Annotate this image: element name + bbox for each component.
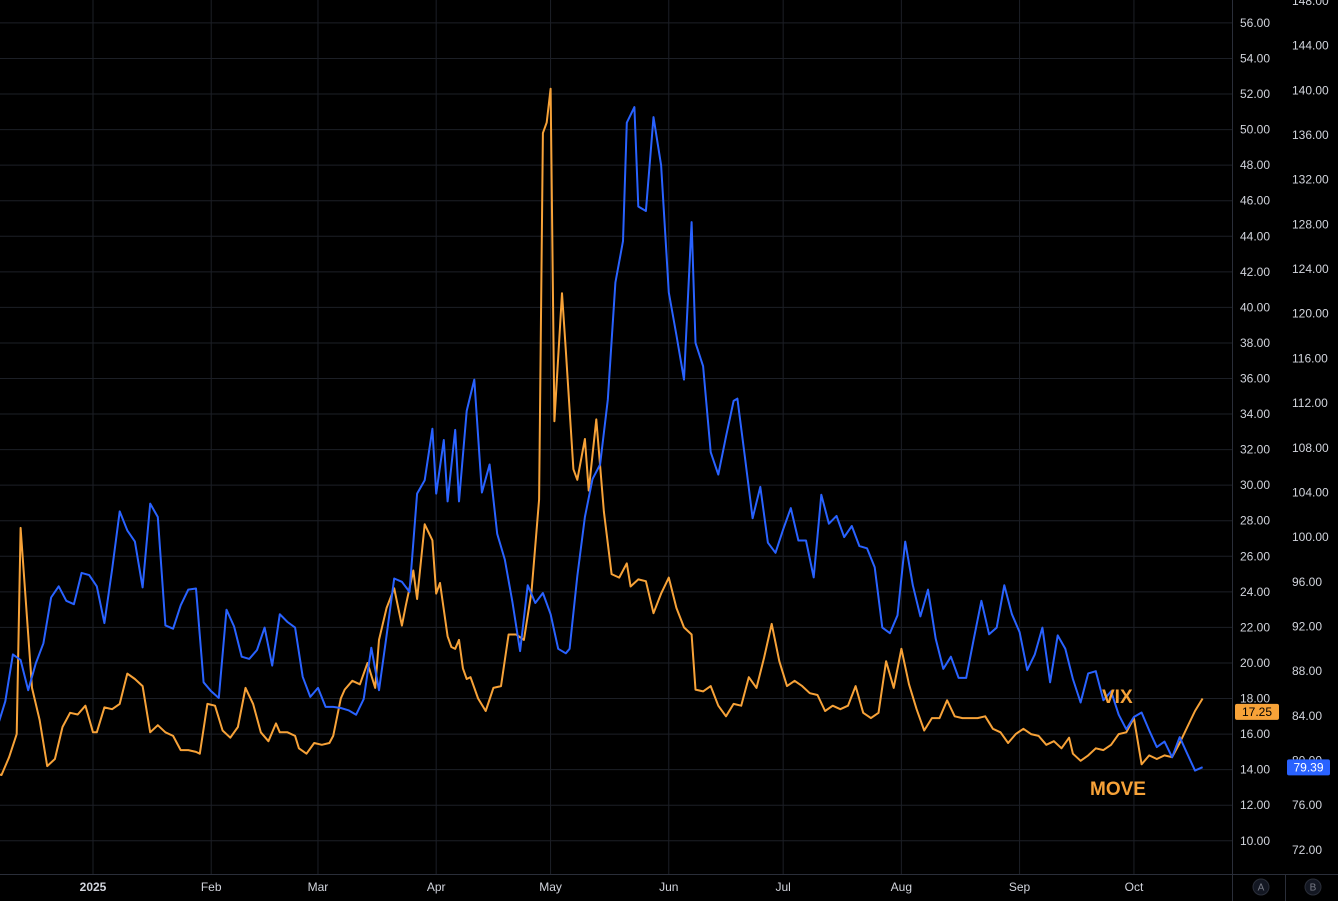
right-axis-tick: 88.00 [1292,664,1322,678]
right-axis-tick: 132.00 [1292,173,1329,187]
left-axis-tick: 56.00 [1240,16,1270,30]
last-value-badges: 17.25 79.39 [1235,703,1330,776]
left-axis-tick: 18.00 [1240,692,1270,706]
time-axis-tick: Mar [308,880,329,894]
right-axis-tick: 148.00 [1292,0,1329,8]
left-axis-tick: 22.00 [1240,620,1270,634]
left-axis-tick: 54.00 [1240,51,1270,65]
right-axis-tick: 136.00 [1292,128,1329,142]
vix-last-value-badge [1235,703,1279,720]
time-axis-tick: Sep [1009,880,1031,894]
left-axis-tick: 36.00 [1240,372,1270,386]
left-axis-tick: 52.00 [1240,87,1270,101]
right-axis-tick: 76.00 [1292,798,1322,812]
right-axis-tick: 116.00 [1292,351,1328,365]
scale-button-b-label: B [1310,883,1317,894]
vix-annotation: VIX [1102,687,1133,708]
left-axis-tick: 24.00 [1240,585,1270,599]
move-last-value-label: 79.39 [1293,760,1323,774]
right-price-axis: 72.0076.0080.0084.0088.0092.0096.00100.0… [1292,0,1329,857]
right-axis-tick: 72.00 [1292,843,1322,857]
series-line-vix [0,87,1204,776]
right-axis-tick: 128.00 [1292,217,1329,231]
move-last-value-badge [1287,759,1330,776]
time-axis-tick: Feb [201,880,222,894]
left-axis-tick: 20.00 [1240,656,1270,670]
left-axis-tick: 38.00 [1240,336,1270,350]
time-axis-tick: Apr [427,880,446,894]
left-axis-tick: 48.00 [1240,158,1270,172]
right-axis-tick: 92.00 [1292,620,1322,634]
left-axis-tick: 32.00 [1240,443,1270,457]
left-axis-tick: 16.00 [1240,727,1270,741]
right-axis-tick: 120.00 [1292,307,1329,321]
left-axis-tick: 30.00 [1240,478,1270,492]
right-axis-tick: 96.00 [1292,575,1322,589]
right-axis-tick: 108.00 [1292,441,1329,455]
left-axis-tick: 44.00 [1240,229,1270,243]
left-axis-tick: 12.00 [1240,798,1270,812]
vix-last-value-label: 17.25 [1242,705,1272,719]
left-axis-tick: 46.00 [1240,194,1270,208]
left-price-axis: 10.00 12.00 14.00 16.00 18.00 20.00 22.00 24.00… [1240,16,1270,848]
left-axis-tick: 28.00 [1240,514,1270,528]
series-line-move [0,106,1204,772]
series-lines [0,87,1204,776]
left-axis-tick: 10.00 [1240,834,1270,848]
scale-button-a[interactable]: A [1252,878,1270,896]
time-axis-tick: Oct [1125,880,1144,894]
right-axis-tick: 112.00 [1292,396,1328,410]
time-axis-tick: May [539,880,562,894]
left-axis-tick: 42.00 [1240,265,1270,279]
move-annotation: MOVE [1090,779,1146,800]
right-axis-tick: 140.00 [1292,83,1329,97]
scale-button-a-label: A [1258,883,1265,894]
left-axis-tick: 14.00 [1240,763,1270,777]
left-axis-tick: 50.00 [1240,123,1270,137]
left-axis-tick: 34.00 [1240,407,1270,421]
time-axis-tick: Aug [891,880,912,894]
right-axis-tick: 84.00 [1292,709,1322,723]
right-axis-tick: 104.00 [1292,485,1329,499]
left-axis-tick: 26.00 [1240,549,1270,563]
right-axis-tick: 124.00 [1292,262,1329,276]
time-axis: 2025 Feb Mar Apr May Jun Jul Aug Sep Oct [80,880,1144,894]
right-axis-tick: 100.00 [1292,530,1329,544]
time-axis-tick: Jun [659,880,678,894]
scale-button-b[interactable]: B [1304,878,1322,896]
time-axis-tick: 2025 [80,880,107,894]
left-axis-tick: 40.00 [1240,300,1270,314]
right-axis-tick: 144.00 [1292,39,1329,53]
time-axis-tick: Jul [775,880,790,894]
